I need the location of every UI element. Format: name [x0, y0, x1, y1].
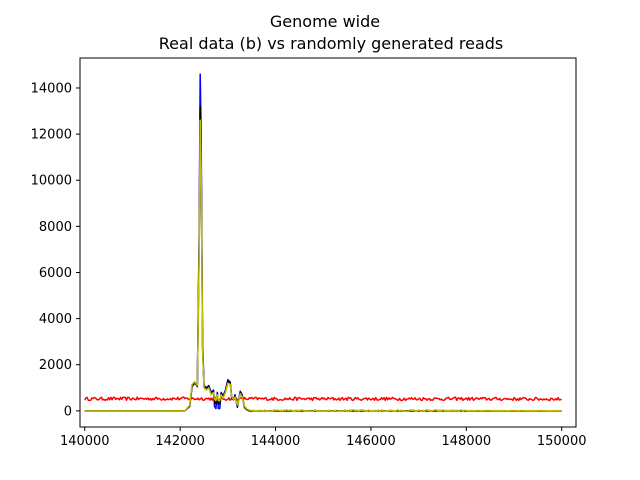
y-tick-label: 4000: [39, 312, 72, 327]
y-tick-label: 10000: [31, 174, 72, 189]
series-line-4: [84, 119, 562, 413]
x-tick-label: 142000: [155, 434, 205, 449]
axes-group: 140000 142000 144000 146000 148000 150000 0 200…: [31, 57, 587, 449]
chart-title-line1: Genome wide: [270, 12, 380, 31]
x-tick-label: 150000: [537, 434, 587, 449]
y-tick-label: 14000: [31, 81, 72, 96]
x-tick-label: 148000: [441, 434, 491, 449]
y-tick-label: 12000: [31, 128, 72, 143]
y-tick-label: 0: [64, 404, 72, 419]
plot-area: [80, 58, 576, 427]
y-tick-label: 8000: [39, 220, 72, 235]
series-line-1: [84, 396, 562, 402]
x-tick-label: 144000: [251, 434, 301, 449]
x-tick-label: 146000: [346, 434, 396, 449]
y-tick-label: 2000: [39, 358, 72, 373]
x-tick-label: 140000: [60, 434, 110, 449]
y-tick-label: 6000: [39, 266, 72, 281]
chart-title-line2: Real data (b) vs randomly generated read…: [159, 34, 503, 53]
plot-background: [80, 58, 576, 427]
series-group: [84, 73, 562, 413]
axes-frame: [79, 57, 577, 428]
